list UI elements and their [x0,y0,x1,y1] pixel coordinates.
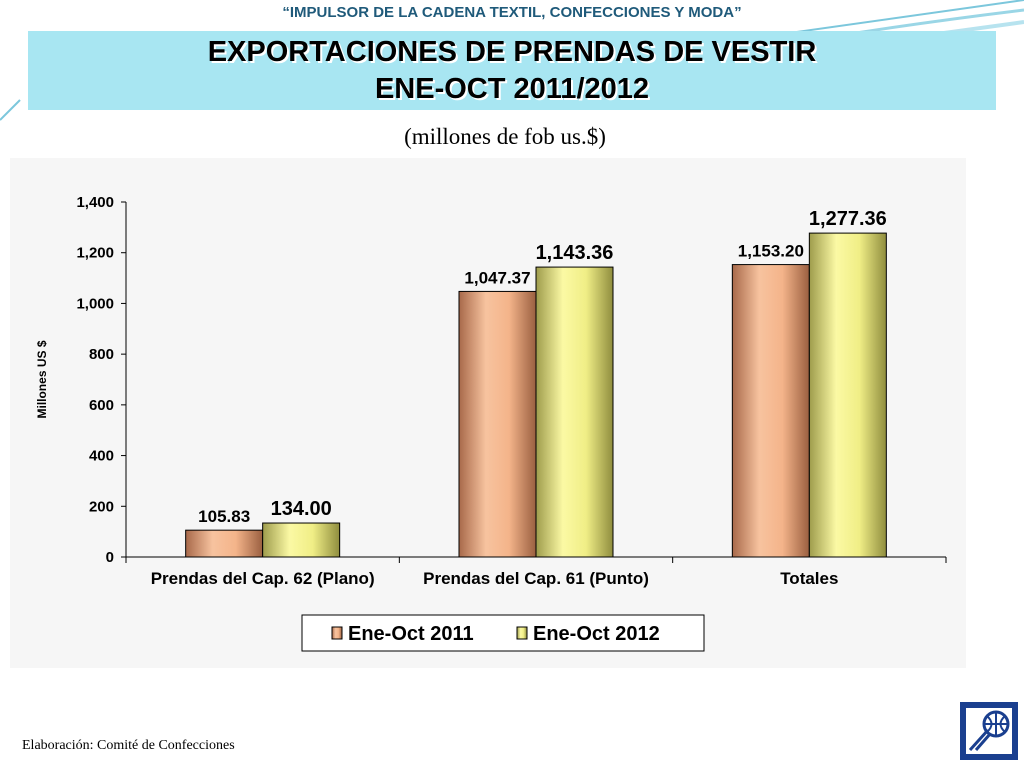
title-box: EXPORTACIONES DE PRENDAS DE VESTIR ENE-O… [28,31,996,110]
bar-2012 [262,522,341,558]
footer-credit: Elaboración: Comité de Confecciones [22,738,235,753]
bar-chart: 0 200 400 600 800 1,000 1,200 1,400 Millones US … [35,194,947,652]
comite-logo-icon [960,702,1018,760]
data-label: 1,143.36 [536,242,614,264]
header-banner: “IMPULSOR DE LA CADENA TEXTIL, CONFECCIO… [282,4,742,21]
y-tick-label: 1,400 [76,194,114,211]
x-tick-label: Totales [780,569,838,588]
y-tick-label: 200 [89,498,114,515]
y-tick-label: 1,000 [76,295,114,312]
page-title-period: ENE-OCT 2011/2012 [374,72,650,105]
bar-2011 [458,290,537,558]
y-tick-label: 0 [106,549,114,566]
legend-box [301,614,705,652]
data-label: 134.00 [271,498,332,520]
legend-label: Ene-Oct 2012 [533,623,660,645]
legend-swatch [516,626,528,640]
y-axis-title: Millones US $ [35,340,49,418]
y-tick-label: 800 [89,346,114,363]
data-label: 1,047.37 [464,268,530,287]
data-label: 1,277.36 [809,208,887,230]
x-tick-label: Prendas del Cap. 61 (Punto) [423,569,649,588]
x-tick-label: Prendas del Cap. 62 (Plano) [151,569,375,588]
chart-area: 0 200 400 600 800 1,000 1,200 1,400 Millones US … [10,158,966,668]
bar-2011 [185,529,264,558]
legend-swatch [331,626,343,640]
chart-subtitle: (millones de fob us.$) [404,124,606,149]
y-tick-label: 600 [89,397,114,414]
bar-2011 [731,264,810,558]
data-label: 105.83 [198,507,250,526]
bar-2012 [808,232,887,558]
data-label: 1,153.20 [738,242,804,261]
y-tick-label: 1,200 [76,245,114,262]
y-tick-label: 400 [89,448,114,465]
page-title: EXPORTACIONES DE PRENDAS DE VESTIR [207,35,817,68]
bar-2012 [535,266,614,558]
legend-label: Ene-Oct 2011 [348,623,474,645]
